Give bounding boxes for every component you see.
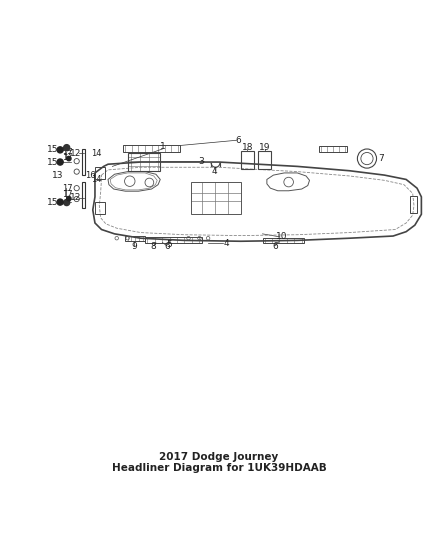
Bar <box>145 237 201 243</box>
Bar <box>241 151 254 168</box>
Text: 19: 19 <box>259 143 270 152</box>
Bar <box>410 196 417 213</box>
Text: 17: 17 <box>62 153 73 162</box>
Text: 9: 9 <box>131 243 137 252</box>
Bar <box>125 236 145 241</box>
Circle shape <box>67 197 71 201</box>
Text: 15: 15 <box>47 198 59 207</box>
Text: 16: 16 <box>85 171 96 180</box>
Bar <box>258 151 271 168</box>
Circle shape <box>57 147 63 153</box>
Text: 1: 1 <box>159 142 165 151</box>
Text: 18: 18 <box>241 143 253 152</box>
Text: 12: 12 <box>70 149 81 158</box>
Bar <box>127 154 160 171</box>
Text: 10: 10 <box>276 232 288 241</box>
Circle shape <box>64 199 70 206</box>
Circle shape <box>57 199 63 205</box>
Bar <box>82 149 85 175</box>
Text: 17: 17 <box>62 148 73 157</box>
Text: 6: 6 <box>236 136 241 145</box>
Text: 5: 5 <box>166 240 172 249</box>
Text: 17: 17 <box>62 190 73 199</box>
Bar <box>123 144 180 152</box>
Text: 12: 12 <box>70 193 81 202</box>
Circle shape <box>57 159 63 165</box>
Text: 13: 13 <box>52 171 64 180</box>
Text: 6: 6 <box>273 243 279 252</box>
Text: 15: 15 <box>47 158 59 166</box>
Bar <box>82 182 85 208</box>
Text: 7: 7 <box>378 154 384 163</box>
Bar <box>262 238 304 243</box>
Text: 6: 6 <box>164 243 170 252</box>
Bar <box>319 146 347 152</box>
Text: 15: 15 <box>47 146 59 155</box>
Bar <box>95 167 105 180</box>
Circle shape <box>64 144 70 151</box>
Bar <box>191 182 241 214</box>
Text: 4: 4 <box>224 239 230 248</box>
Bar <box>95 202 105 214</box>
Text: 14: 14 <box>91 149 102 158</box>
Text: 17: 17 <box>62 184 73 192</box>
Text: 3: 3 <box>198 157 204 166</box>
Text: 2017 Dodge Journey
Headliner Diagram for 1UK39HDAAB: 2017 Dodge Journey Headliner Diagram for… <box>112 451 326 473</box>
Text: 14: 14 <box>91 175 102 184</box>
Text: 4: 4 <box>212 167 217 176</box>
Circle shape <box>67 156 71 161</box>
Text: 8: 8 <box>151 243 157 252</box>
